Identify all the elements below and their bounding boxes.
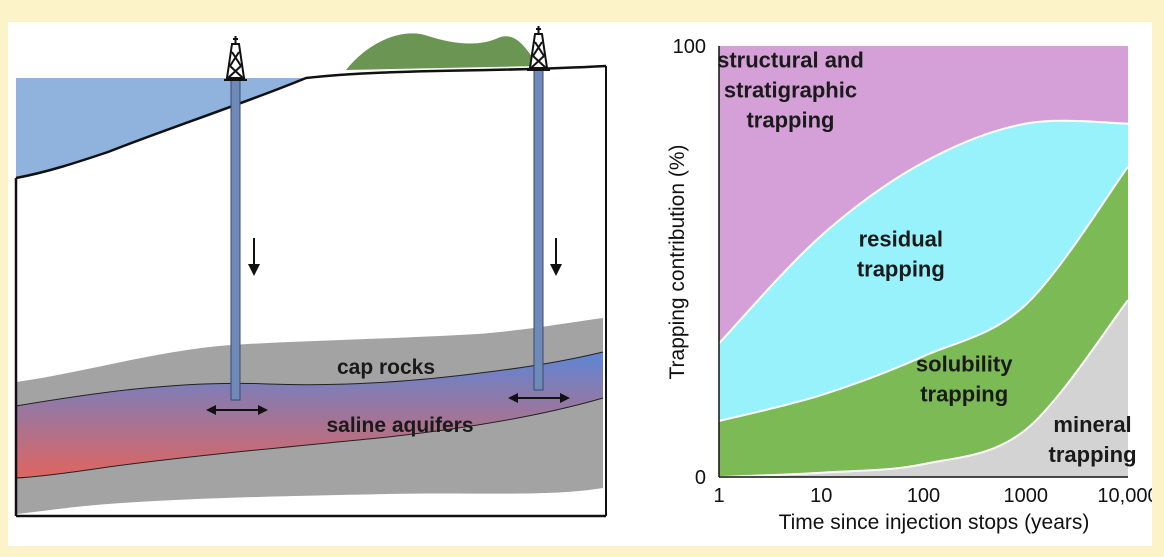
region-label-line: solubility: [916, 351, 1013, 376]
drilling-rig-icon: [224, 36, 247, 81]
trapping-chart: structural and stratigraphic trapping resid…: [666, 36, 1159, 534]
aquifer-bottom-line: [15, 397, 604, 479]
area-residual: [719, 120, 1128, 421]
figure-frame: cap rocks saline aquifers structural and…: [8, 22, 1159, 546]
x-axis-label: Time since injection stops (years): [779, 511, 1090, 534]
area-structural: [719, 46, 1128, 344]
down-arrow-icon: [248, 238, 260, 276]
x-tick-label: 1: [713, 485, 724, 507]
region-label-line: stratigraphic: [724, 78, 857, 103]
onshore-well: [508, 26, 570, 403]
x-tick-label: 1000: [1004, 485, 1049, 507]
x-tick-label: 10: [810, 485, 832, 507]
boundary-mineral: [718, 299, 1129, 478]
saline-aquifers-label: saline aquifers: [326, 414, 473, 437]
y-axis-label: Trapping contribution (%): [666, 145, 689, 380]
region-label-line: structural and: [717, 48, 864, 73]
cap-rocks-label: cap rocks: [337, 356, 435, 379]
area-solubility: [719, 166, 1128, 477]
down-arrow-icon: [550, 238, 562, 276]
boundary-lines: [718, 119, 1129, 478]
x-tick-label: 10,000: [1097, 485, 1152, 507]
drilling-rig-icon: [527, 26, 550, 71]
double-arrow-icon: [206, 405, 268, 415]
y-tick-label: 100: [673, 36, 706, 58]
region-label-line: residual: [859, 227, 943, 252]
double-arrow-icon: [508, 393, 570, 403]
figure-svg: cap rocks saline aquifers structural and…: [14, 26, 1159, 534]
ground-surface: [15, 64, 607, 180]
ocean: [16, 78, 306, 178]
region-label-line: trapping: [746, 108, 834, 133]
offshore-well: [206, 36, 268, 415]
region-label-line: mineral: [1053, 412, 1131, 437]
boundary-residual: [718, 119, 1129, 345]
hill: [346, 33, 538, 70]
area-mineral: [719, 300, 1128, 477]
tick-labels: 1 10 100 1000 10,000 0 100: [673, 36, 1159, 507]
cross-section: cap rocks saline aquifers: [14, 26, 607, 518]
y-tick-label: 0: [695, 467, 706, 489]
area-layers: [719, 46, 1128, 477]
region-labels: structural and stratigraphic trapping resid…: [717, 48, 1136, 467]
region-label-line: trapping: [857, 257, 945, 282]
x-tick-label: 100: [907, 485, 940, 507]
region-label-line: trapping: [920, 381, 1008, 406]
saline-aquifer: [16, 352, 603, 478]
region-label-line: trapping: [1049, 442, 1137, 467]
boundary-solubility: [718, 166, 1129, 422]
